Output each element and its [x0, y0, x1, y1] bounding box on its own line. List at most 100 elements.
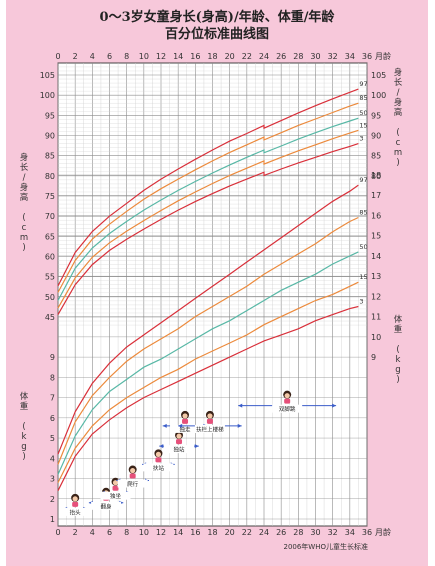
milestone-label: 抬头 — [70, 508, 82, 516]
axis-title-char: c — [396, 138, 401, 148]
arrow-right-head — [332, 403, 337, 408]
length-tick-label-left: 105 — [40, 71, 55, 80]
axis-title-char: k — [22, 432, 27, 442]
length-tick-label-right: 105 — [371, 71, 386, 80]
weight-curve-label: 15 — [359, 273, 367, 281]
x-tick-label-bottom: 8 — [124, 528, 129, 537]
x-tick-label-bottom: 24 — [259, 528, 269, 537]
length-tick-label-left: 80 — [45, 172, 55, 181]
milestone-爬行: 爬行 — [116, 465, 149, 488]
axis-title-char: 体 — [394, 314, 403, 325]
weight-curve-label: 50 — [359, 243, 367, 251]
length-curve-p3 — [57, 143, 359, 315]
length-curve-p97 — [57, 88, 359, 287]
weight-curve-label: 97 — [359, 176, 367, 184]
axis-title-char: ( — [22, 213, 25, 223]
x-tick-label-top: 16 — [190, 52, 200, 61]
x-tick-label-top: 20 — [225, 52, 235, 61]
length-tick-label-left: 85 — [45, 152, 55, 161]
x-tick-label-top: 18 — [207, 52, 217, 61]
milestone-独坐: 独坐 — [100, 477, 131, 500]
milestone-label: 独坐 — [110, 492, 122, 500]
x-tick-label-bottom: 2 — [73, 528, 78, 537]
axis-title-char: ) — [22, 243, 25, 253]
milestone-label-background — [164, 445, 195, 454]
length-tick-label-right: 95 — [371, 111, 381, 120]
weight-tick-label-left: 9 — [50, 353, 55, 362]
weight-tick-label-right: 17 — [371, 191, 381, 200]
x-axis-title-top: 月龄 — [375, 51, 391, 61]
weight-tick-label-left: 7 — [50, 394, 55, 403]
milestone-label-background — [60, 507, 91, 516]
x-tick-label-top: 32 — [328, 52, 338, 61]
length-curve-label: 15 — [359, 121, 367, 129]
weight-tick-label-left: 5 — [50, 434, 55, 443]
x-tick-label-bottom: 10 — [139, 528, 149, 537]
x-tick-label-bottom: 34 — [345, 528, 355, 537]
milestone-label-background — [194, 424, 225, 433]
axis-title-char: ( — [396, 128, 399, 138]
length-tick-label-left: 90 — [45, 132, 55, 141]
milestone-label-background — [170, 424, 201, 433]
child-figure-body-icon — [112, 485, 119, 491]
milestone-label-background — [100, 491, 131, 500]
x-tick-label-top: 28 — [293, 52, 303, 61]
x-tick-label-bottom: 16 — [190, 528, 200, 537]
weight-axis-title-left: 体重 (kg) — [20, 391, 29, 462]
axis-title-char: ) — [396, 375, 399, 385]
length-curve-p15 — [57, 129, 359, 309]
x-tick-label-top: 36 — [362, 52, 372, 61]
x-tick-label-bottom: 28 — [293, 528, 303, 537]
length-tick-label-left: 60 — [45, 253, 55, 262]
axis-title-char: 重 — [20, 401, 29, 412]
arrow-right-head — [237, 423, 242, 428]
length-tick-label-right: 90 — [371, 132, 381, 141]
axis-title-char: g — [395, 365, 400, 375]
child-figure-body-icon — [182, 418, 189, 424]
axis-title-char: 身 — [20, 182, 29, 193]
source-note: 2006年WHO儿童生长标准 — [283, 542, 368, 551]
axis-title-char: c — [22, 223, 27, 233]
axis-title-char: m — [394, 148, 402, 158]
length-tick-label-right: 100 — [371, 91, 386, 100]
x-tick-label-top: 4 — [90, 52, 95, 61]
chart-title-line2: 百分位标准曲线图 — [165, 26, 269, 42]
milestone-label: 扶栏上楼梯 — [196, 425, 224, 433]
x-tick-label-bottom: 22 — [242, 528, 252, 537]
length-axis-title-right: 身长/身高 (cm) — [394, 67, 403, 168]
weight-curve-p85 — [57, 216, 359, 465]
axis-title-char: 高 — [394, 107, 403, 118]
weight-curve-p3 — [57, 305, 359, 491]
axis-title-char: 身 — [20, 152, 29, 163]
x-tick-label-top: 34 — [345, 52, 355, 61]
axis-title-char: ) — [396, 158, 399, 168]
x-tick-label-bottom: 20 — [225, 528, 235, 537]
child-figure-face-icon — [176, 433, 182, 439]
axis-title-char: ) — [22, 452, 25, 462]
weight-tick-label-left: 1 — [50, 515, 55, 524]
child-figure-body-icon — [72, 501, 79, 507]
x-tick-label-bottom: 4 — [90, 528, 95, 537]
x-tick-label-bottom: 26 — [276, 528, 286, 537]
x-tick-label-top: 2 — [73, 52, 78, 61]
length-tick-label-left: 55 — [45, 273, 55, 282]
axis-title-char: 长 — [394, 77, 403, 88]
weight-curve-p50 — [57, 251, 359, 475]
x-tick-label-top: 26 — [276, 52, 286, 61]
length-curve-label: 50 — [359, 109, 367, 117]
length-curve-p85 — [57, 102, 359, 293]
arrow-right-head — [194, 444, 199, 449]
milestone-扶站: 扶站 — [142, 449, 175, 472]
weight-tick-label-right: 12 — [371, 292, 381, 301]
axis-title-char: ( — [396, 345, 399, 355]
x-tick-label-top: 0 — [55, 52, 60, 61]
milestone-抬头: 抬头 — [60, 493, 91, 516]
child-figure-face-icon — [207, 413, 213, 419]
length-curve-label: 85 — [359, 94, 367, 102]
weight-tick-label-right: 18 — [371, 171, 381, 180]
child-figure-face-icon — [72, 496, 78, 502]
weight-tick-label-right: 10 — [371, 333, 381, 342]
child-figure-body-icon — [206, 418, 213, 424]
